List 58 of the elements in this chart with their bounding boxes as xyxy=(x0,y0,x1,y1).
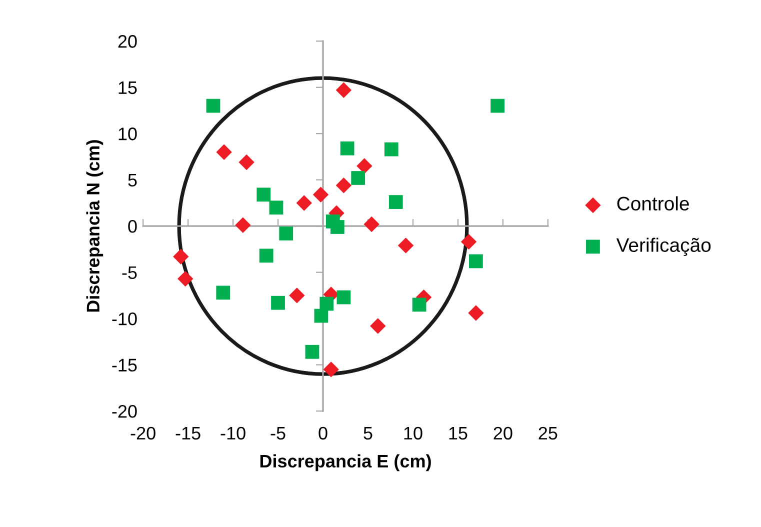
point xyxy=(340,141,354,156)
y-tick-label: -15 xyxy=(112,358,137,372)
point xyxy=(336,82,352,98)
point xyxy=(320,296,334,311)
point xyxy=(216,286,230,300)
y-tick-label: -20 xyxy=(112,404,137,418)
point xyxy=(384,142,398,156)
point xyxy=(490,98,504,113)
point xyxy=(314,308,328,323)
x-tick-label: 5 xyxy=(364,427,372,440)
point xyxy=(177,270,194,287)
point xyxy=(271,296,285,310)
y-tick-label: 0 xyxy=(128,220,137,233)
point xyxy=(364,216,380,232)
point xyxy=(468,305,484,321)
x-tick-label: 25 xyxy=(538,426,558,440)
point xyxy=(235,217,251,234)
point xyxy=(279,226,294,240)
y-tick-label: -5 xyxy=(122,266,137,280)
x-tick-label: -10 xyxy=(220,426,246,440)
point xyxy=(305,344,320,359)
point xyxy=(259,248,274,263)
y-axis-title: Discrepancia N (cm) xyxy=(86,140,104,312)
y-tick-label: 5 xyxy=(128,174,137,187)
point xyxy=(412,298,426,312)
y-tick-label: 20 xyxy=(118,35,137,48)
x-tick-label: -5 xyxy=(270,427,286,440)
point xyxy=(296,195,312,211)
x-axis-title: Discrepancia E (cm) xyxy=(260,454,431,472)
point xyxy=(336,290,351,304)
point xyxy=(388,195,403,209)
point xyxy=(172,248,189,264)
legend-label: Verificação xyxy=(616,238,711,256)
x-tick-label: 0 xyxy=(318,426,328,440)
point xyxy=(312,186,329,202)
point xyxy=(469,254,483,268)
point xyxy=(256,188,271,202)
point xyxy=(398,238,414,254)
point xyxy=(323,362,339,378)
y-tick-label: 10 xyxy=(118,128,137,140)
point xyxy=(351,171,366,185)
x-tick-label: 20 xyxy=(494,426,512,440)
point xyxy=(216,144,232,160)
point xyxy=(206,98,220,113)
x-tick-label: -15 xyxy=(176,427,200,440)
x-tick-label: 15 xyxy=(449,427,468,440)
point xyxy=(238,154,254,170)
point xyxy=(356,158,372,174)
point xyxy=(330,220,344,234)
y-tick-label: 15 xyxy=(118,81,137,94)
point xyxy=(336,178,352,194)
point xyxy=(269,200,284,215)
x-tick-label: 10 xyxy=(404,426,422,440)
y-tick-label: -10 xyxy=(112,312,137,326)
point xyxy=(460,234,477,250)
legend-label: Controle xyxy=(617,196,689,211)
point xyxy=(370,318,386,334)
point xyxy=(289,288,305,304)
